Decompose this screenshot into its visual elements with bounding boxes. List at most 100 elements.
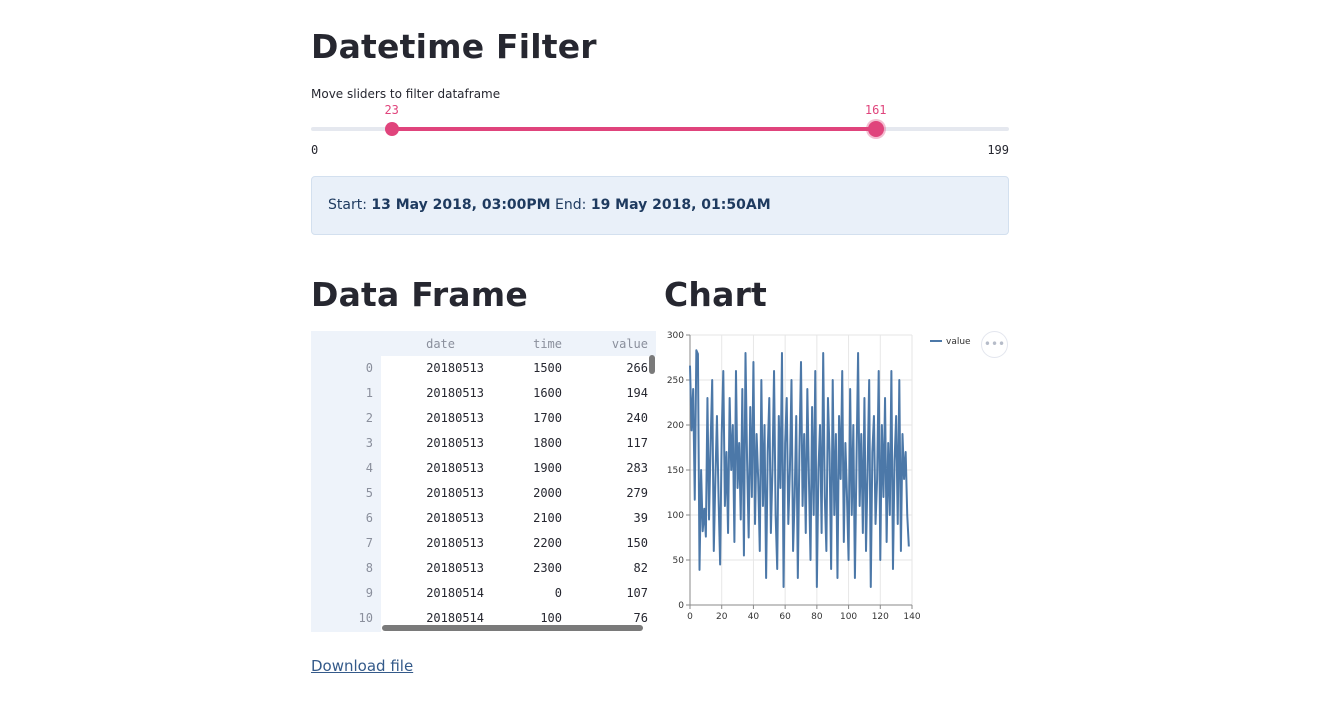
cell-value: 107 (626, 586, 648, 600)
x-tick-label: 60 (779, 612, 791, 622)
cell-value: 240 (626, 411, 648, 425)
cell-time: 1500 (533, 361, 562, 375)
row-index: 8 (365, 561, 373, 575)
x-tick-label: 0 (687, 612, 693, 622)
slider-low-handle[interactable] (384, 122, 399, 136)
table-row[interactable]: 2 20180513 1700 240 (311, 406, 656, 431)
index-column (311, 331, 381, 632)
cell-time: 0 (554, 586, 562, 600)
column-header-date[interactable]: date (426, 337, 455, 351)
slider-min-label: 0 (311, 143, 319, 157)
row-index: 10 (358, 611, 373, 625)
cell-date: 20180513 (426, 536, 484, 550)
row-index: 5 (365, 486, 373, 500)
cell-time: 1900 (533, 461, 562, 475)
cell-value: 266 (626, 361, 648, 375)
cell-date: 20180513 (426, 561, 484, 575)
cell-value: 283 (626, 461, 648, 475)
start-label: Start: (328, 197, 367, 213)
y-tick-label: 250 (667, 376, 684, 386)
table-header: date time value (311, 331, 656, 356)
slider-low-value: 23 (384, 103, 399, 117)
cell-time: 2100 (533, 511, 562, 525)
row-index: 7 (365, 536, 373, 550)
line-chart: 0 50 100 150 200 250 300 0 20 40 60 80 100 120 140 valu… (667, 331, 971, 622)
cell-date: 20180513 (426, 511, 484, 525)
table-row[interactable]: 0 20180513 1500 266 (311, 356, 656, 381)
cell-value: 279 (626, 486, 648, 500)
y-tick-label: 100 (667, 511, 684, 521)
table-row[interactable]: 10 20180514 100 76 (311, 606, 656, 631)
horizontal-scrollbar[interactable] (382, 625, 643, 631)
table-row[interactable]: 1 20180513 1600 194 (311, 381, 656, 406)
cell-value: 82 (633, 561, 648, 575)
cell-value: 150 (626, 536, 648, 550)
vertical-scrollbar[interactable] (649, 355, 655, 374)
cell-value: 194 (626, 386, 648, 400)
table-row[interactable]: 9 20180514 0 107 (311, 581, 656, 606)
table-row[interactable]: 7 20180513 2200 150 (311, 531, 656, 556)
cell-time: 1800 (533, 436, 562, 450)
cell-time: 2000 (533, 486, 562, 500)
series-line-value (689, 349, 910, 588)
x-tick-label: 80 (811, 612, 823, 622)
cell-date: 20180513 (426, 461, 484, 475)
cell-date: 20180514 (426, 611, 484, 625)
x-tick-label: 40 (748, 612, 760, 622)
table-row[interactable]: 4 20180513 1900 283 (311, 456, 656, 481)
date-range-info: Start: 13 May 2018, 03:00PM End: 19 May … (311, 176, 1009, 235)
end-label: End: (555, 197, 587, 213)
more-horizontal-icon: ••• (983, 337, 1006, 351)
x-tick-label: 100 (840, 612, 857, 622)
cell-value: 117 (626, 436, 648, 450)
cell-time: 2300 (533, 561, 562, 575)
page-title: Datetime Filter (311, 27, 597, 66)
cell-date: 20180513 (426, 436, 484, 450)
x-tick-label: 140 (903, 612, 920, 622)
table-row[interactable]: 6 20180513 2100 39 (311, 506, 656, 531)
table-row[interactable]: 8 20180513 2300 82 (311, 556, 656, 581)
row-index: 1 (365, 386, 373, 400)
row-index: 9 (365, 586, 373, 600)
row-index: 4 (365, 461, 373, 475)
row-index: 0 (365, 361, 373, 375)
y-tick-label: 0 (678, 601, 684, 611)
cell-time: 2200 (533, 536, 562, 550)
download-link[interactable]: Download file (311, 657, 414, 675)
slider-max-label: 199 (987, 143, 1009, 157)
cell-date: 20180513 (426, 386, 484, 400)
cell-value: 76 (633, 611, 648, 625)
y-tick-label: 200 (667, 421, 684, 431)
dataframe-heading: Data Frame (311, 275, 528, 314)
table-row[interactable]: 5 20180513 2000 279 (311, 481, 656, 506)
chart-menu-button[interactable]: ••• (981, 331, 1008, 358)
row-index: 6 (365, 511, 373, 525)
cell-date: 20180513 (426, 411, 484, 425)
column-header-value[interactable]: value (611, 337, 648, 351)
cell-date: 20180513 (426, 486, 484, 500)
column-header-time[interactable]: time (533, 337, 562, 351)
x-tick-label: 20 (716, 612, 728, 622)
row-index: 2 (365, 411, 373, 425)
cell-time: 1600 (533, 386, 562, 400)
cell-value: 39 (633, 511, 648, 525)
x-tick-label: 120 (872, 612, 889, 622)
start-value: 13 May 2018, 03:00PM (371, 197, 551, 213)
range-slider[interactable]: 23 161 0 199 (311, 100, 1009, 158)
dataframe-table[interactable]: date time value 0 20180513 1500 266 1 2018051… (311, 331, 656, 632)
table-row[interactable]: 3 20180513 1800 117 (311, 431, 656, 456)
cell-date: 20180514 (426, 586, 484, 600)
y-tick-label: 300 (667, 331, 684, 341)
legend-label: value (946, 337, 971, 347)
chart-heading: Chart (664, 275, 768, 314)
row-index: 3 (365, 436, 373, 450)
slider-caption: Move sliders to filter dataframe (311, 87, 501, 101)
cell-date: 20180513 (426, 361, 484, 375)
y-tick-label: 50 (673, 556, 685, 566)
end-value: 19 May 2018, 01:50AM (590, 197, 771, 213)
cell-time: 100 (540, 611, 562, 625)
y-tick-label: 150 (667, 466, 684, 476)
slider-high-handle[interactable] (867, 121, 884, 137)
slider-high-value: 161 (864, 103, 887, 117)
slider-selected-range (391, 127, 876, 131)
